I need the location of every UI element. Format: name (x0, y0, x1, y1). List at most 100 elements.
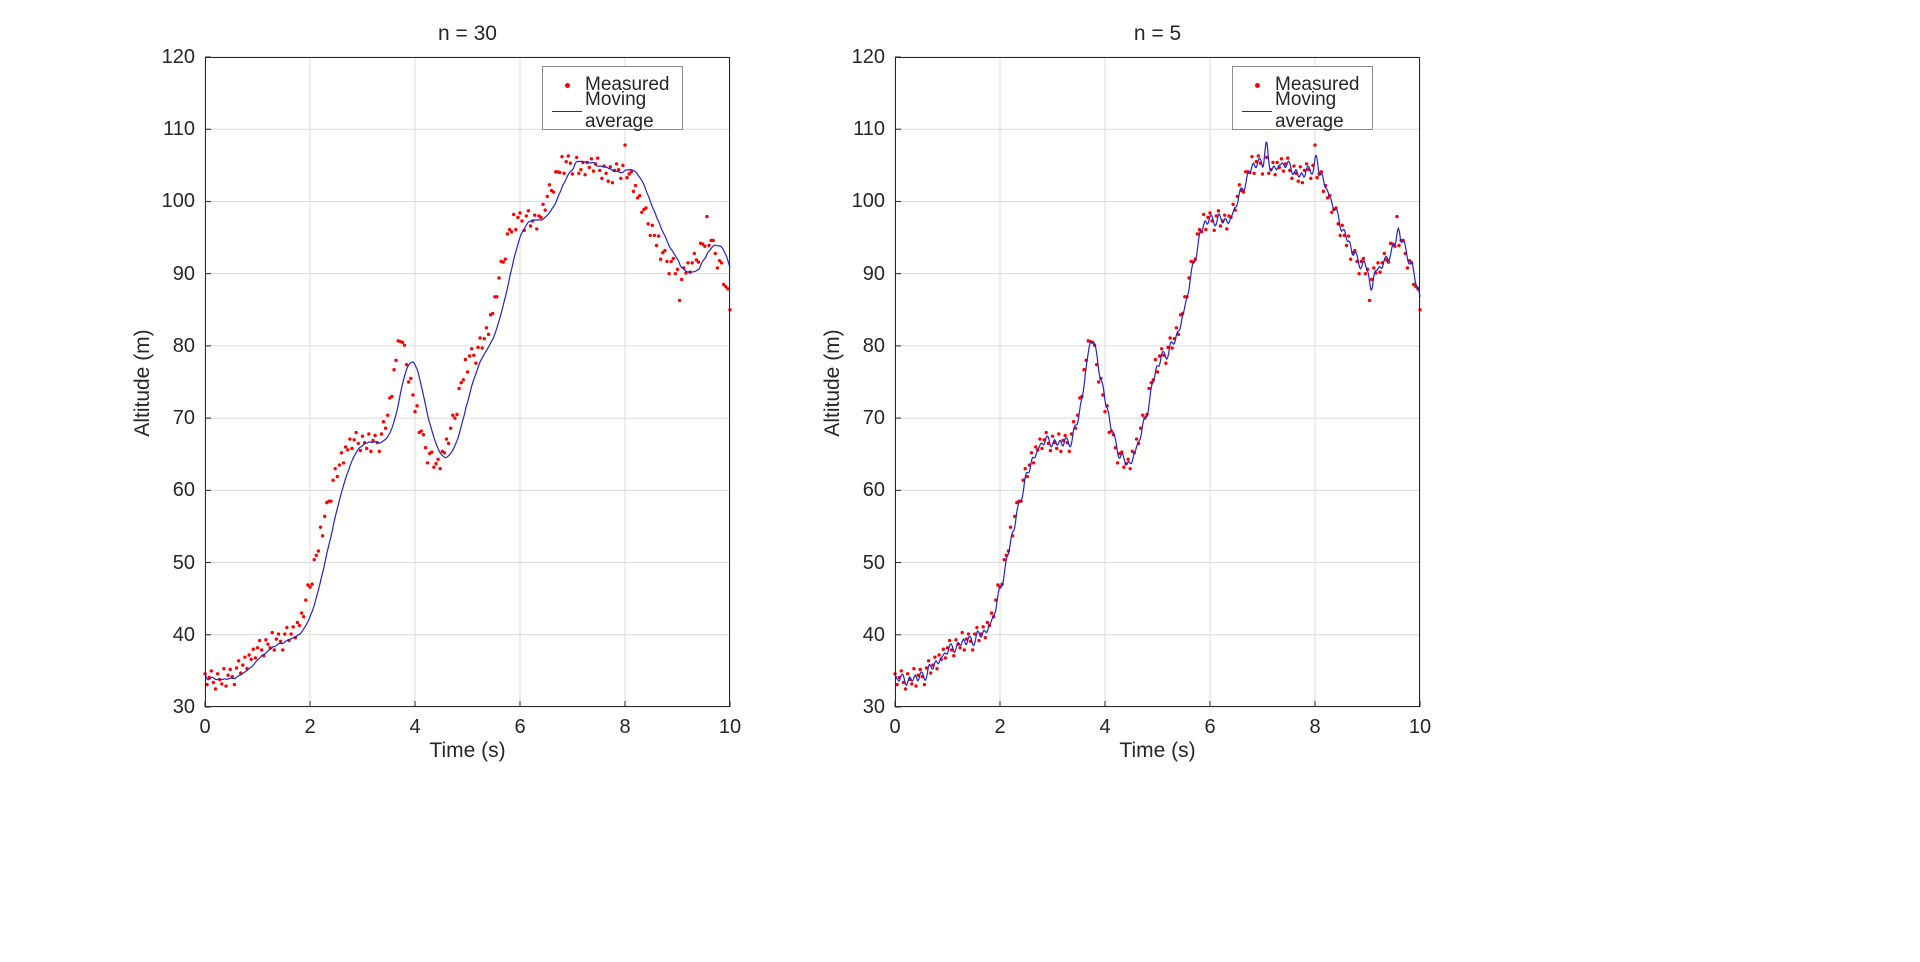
measured-point (1174, 326, 1179, 330)
measured-point (577, 171, 581, 175)
plot-area (203, 56, 732, 708)
measured-point (922, 682, 927, 687)
measured-point (1067, 449, 1071, 454)
measured-point (918, 667, 922, 672)
measured-point (1120, 450, 1124, 454)
measured-point (989, 611, 994, 615)
measured-point (1034, 445, 1038, 449)
measured-point (423, 446, 428, 450)
measured-point (520, 219, 524, 223)
measured-point (977, 638, 981, 643)
measured-point (381, 420, 386, 424)
measured-point (583, 173, 587, 177)
measured-point (905, 672, 910, 676)
measured-point (476, 345, 480, 350)
measured-point (209, 669, 213, 673)
measured-point (707, 243, 711, 248)
moving-average-line (894, 141, 1421, 687)
measured-point (1279, 157, 1284, 161)
y-tick-label: 110 (853, 118, 885, 141)
measured-point (568, 161, 573, 165)
moving-average-line (204, 160, 731, 681)
measured-point (606, 179, 610, 183)
measured-point (1405, 266, 1410, 270)
measured-point (400, 340, 405, 344)
measured-point (631, 189, 636, 194)
y-tick-label: 90 (862, 262, 885, 285)
measured-point (465, 370, 470, 374)
measured-point (234, 666, 239, 670)
measured-point (1002, 557, 1006, 562)
measured-point (1122, 465, 1126, 469)
measured-point (579, 167, 583, 172)
measured-point (257, 638, 262, 643)
measured-point (434, 461, 438, 466)
measured-point (356, 441, 360, 446)
y-tick-label: 80 (172, 334, 195, 357)
measured-point (329, 499, 333, 503)
measured-point (415, 404, 419, 408)
measured-point (1334, 206, 1338, 210)
measured-point (910, 682, 914, 686)
x-tick-label: 2 (304, 716, 316, 738)
measured-point (514, 227, 518, 232)
measured-point (621, 163, 625, 168)
measured-point (1168, 336, 1172, 340)
legend-entry: Measured (1239, 72, 1360, 98)
measured-point (686, 261, 690, 265)
measured-point (379, 432, 384, 436)
measured-point (1218, 224, 1223, 228)
measured-point (667, 271, 671, 276)
measured-point (533, 213, 537, 217)
measured-point (1008, 525, 1013, 529)
measured-point (482, 336, 486, 341)
y-tick-label: 120 (851, 46, 885, 68)
measured-point (360, 434, 365, 438)
legend-dot-marker-icon (549, 82, 585, 88)
x-tick-label: 4 (1099, 716, 1111, 738)
measured-point (348, 437, 352, 441)
measured-point (358, 448, 363, 453)
measured-point (1397, 243, 1401, 248)
measured-point (306, 583, 310, 587)
measured-point (392, 368, 396, 372)
measured-point (560, 154, 564, 159)
measured-point (722, 282, 726, 287)
measured-point (409, 376, 413, 381)
y-tick-label: 80 (862, 334, 885, 357)
measured-point (470, 347, 474, 351)
measured-point (1346, 234, 1351, 238)
measured-point (1141, 413, 1145, 417)
measured-point (1296, 179, 1300, 183)
measured-point (486, 332, 491, 337)
y-axis-label: Altitude (m) (821, 329, 844, 437)
measured-point (690, 261, 694, 265)
measured-point (1048, 448, 1053, 453)
measured-point (1044, 430, 1048, 435)
measured-point (285, 625, 289, 630)
measured-point (1359, 259, 1363, 264)
legend-line-marker-icon (1239, 110, 1275, 112)
measured-point (964, 637, 969, 641)
measured-point (442, 451, 447, 455)
measured-point (438, 466, 442, 471)
measured-point (1338, 233, 1342, 238)
measured-point (627, 172, 631, 176)
measured-point (339, 451, 344, 455)
measured-point (1038, 437, 1042, 441)
measured-point (249, 657, 253, 662)
measured-point (304, 598, 308, 602)
measured-point (726, 287, 730, 291)
measured-point (975, 625, 979, 630)
measured-point (717, 258, 722, 263)
measured-point (696, 260, 701, 264)
y-tick-label: 40 (172, 623, 195, 646)
measured-point (337, 463, 342, 467)
measured-point (354, 430, 358, 435)
x-tick-label: 2 (994, 716, 1006, 738)
measured-point (1395, 214, 1399, 219)
measured-point (1290, 176, 1294, 181)
measured-point (663, 248, 667, 253)
measured-point (654, 243, 659, 248)
measured-point (960, 630, 964, 635)
